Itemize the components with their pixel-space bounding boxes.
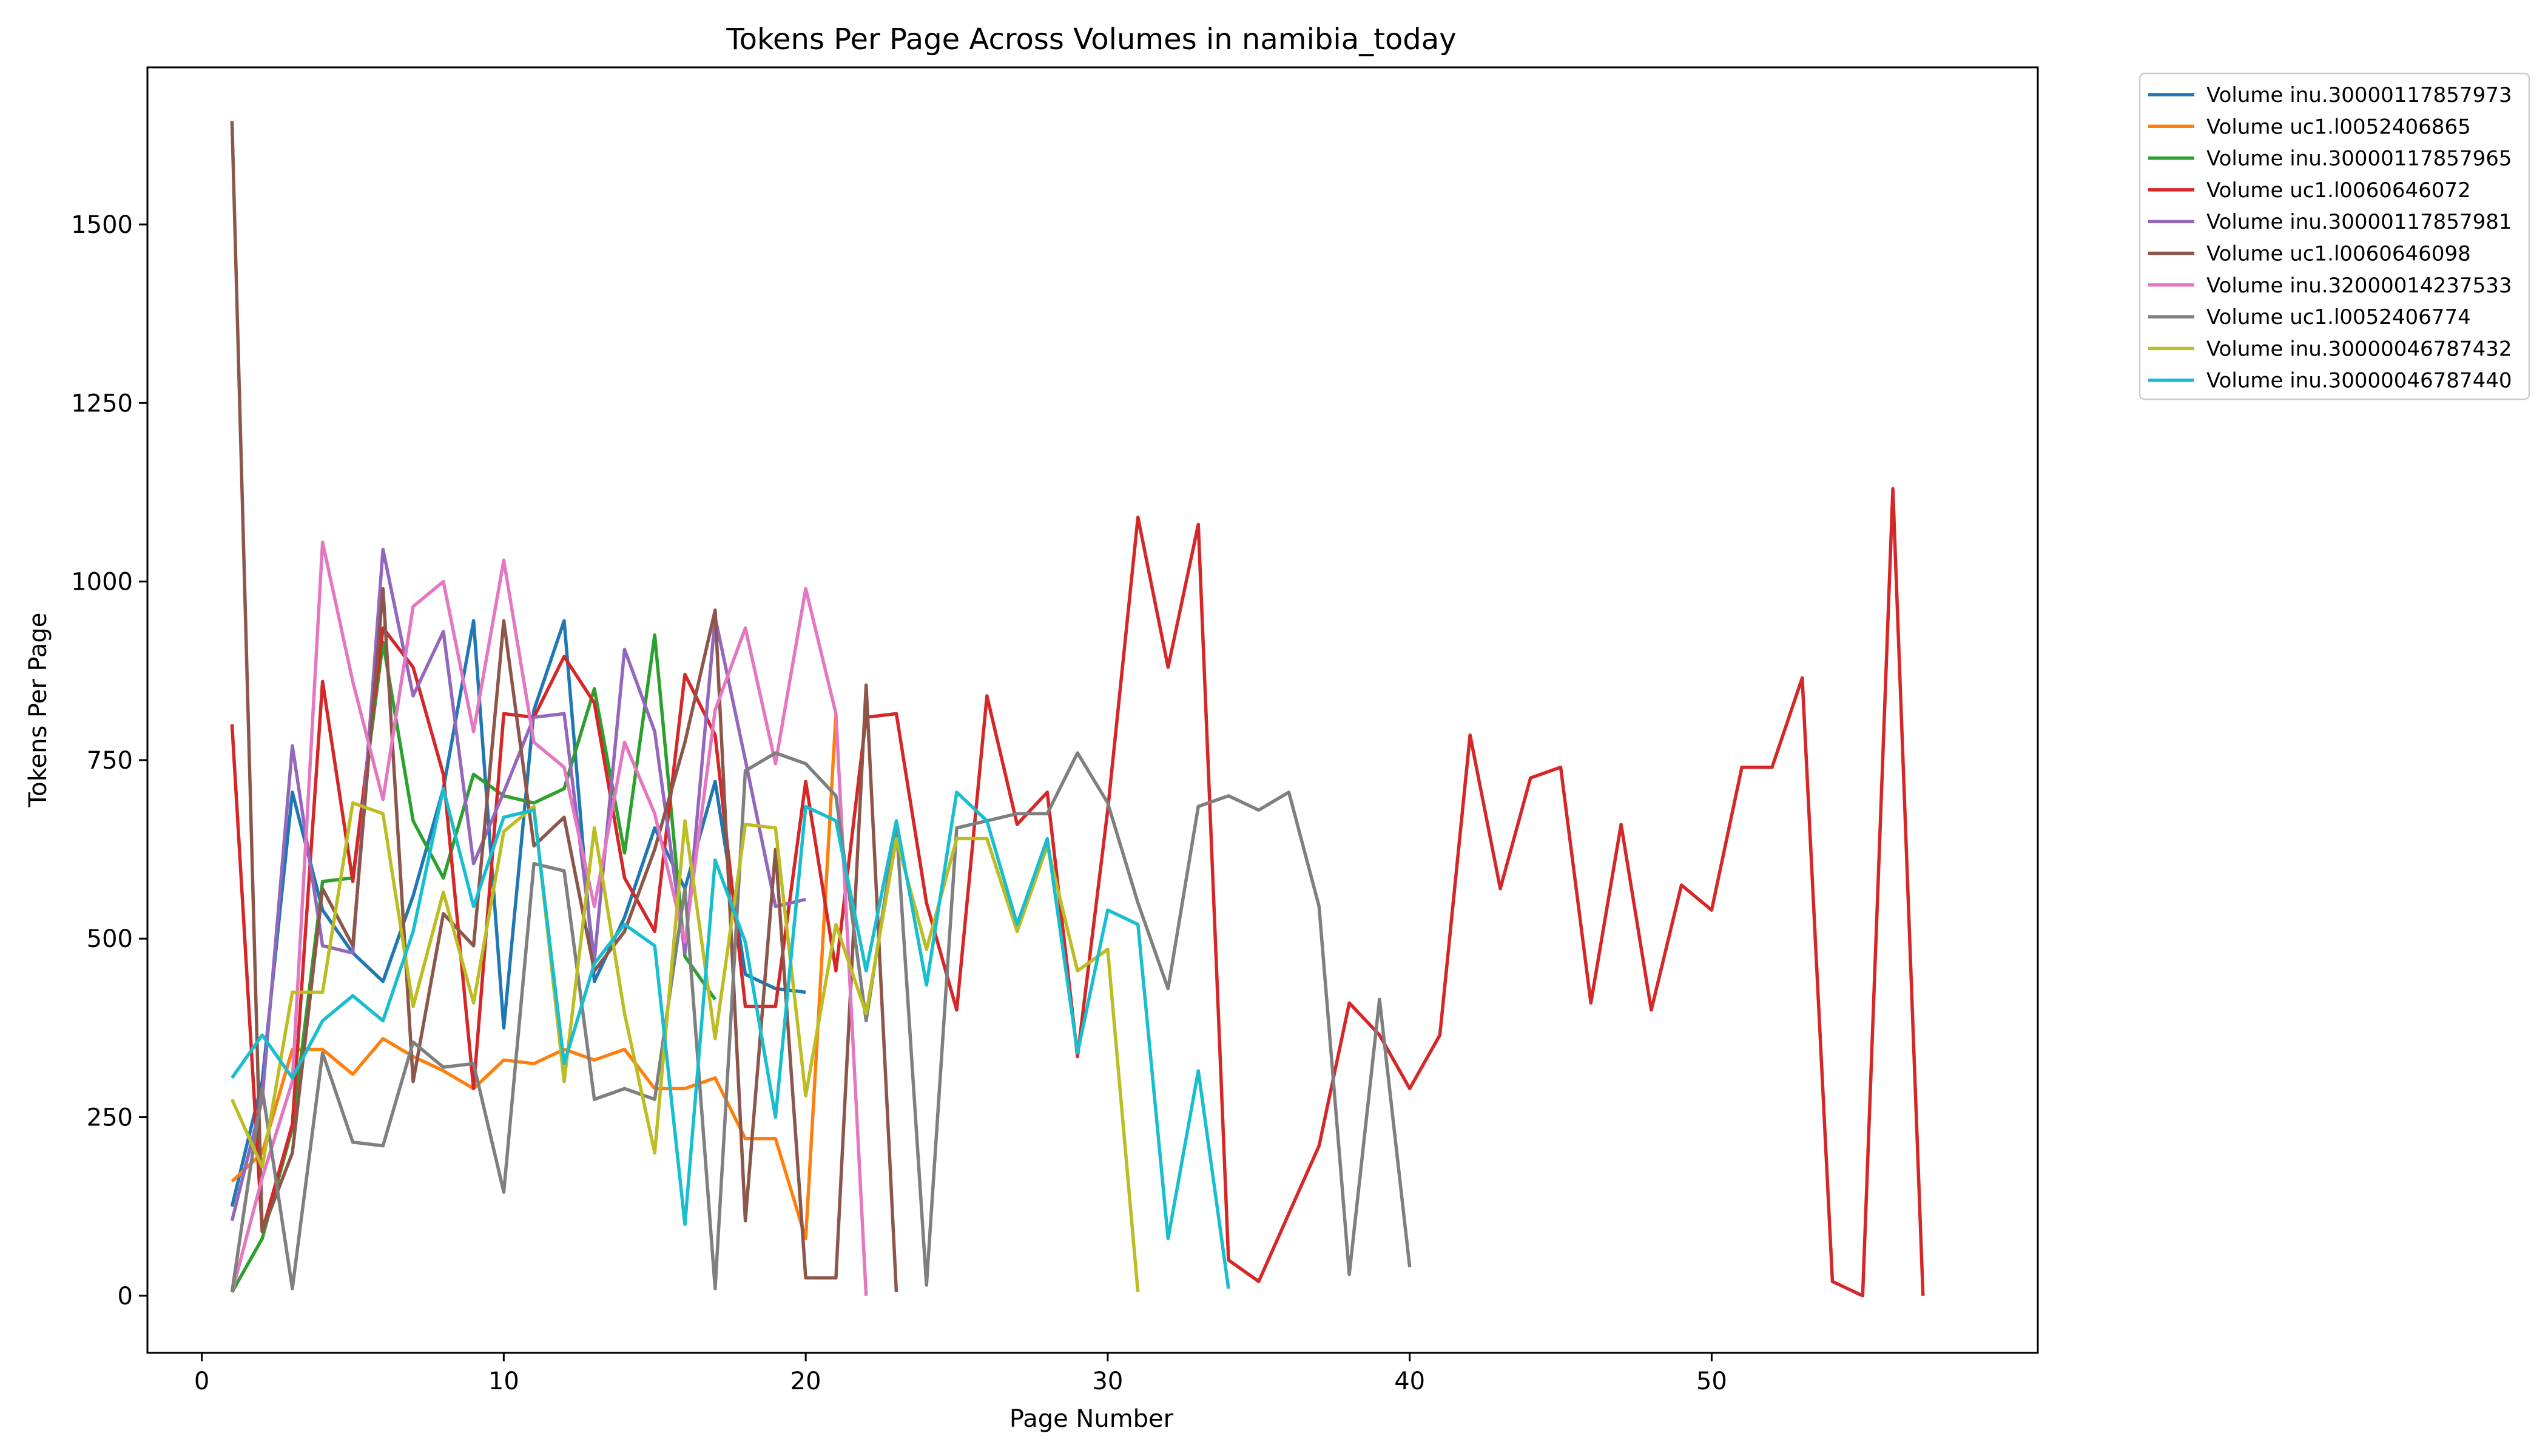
legend-entry-label: Volume uc1.l0060646072 [2206, 178, 2471, 203]
series-line-9 [230, 801, 1140, 1293]
series-line-1 [230, 619, 806, 1207]
y-tick-label: 500 [87, 925, 133, 953]
legend-entry-label: Volume inu.30000046787440 [2206, 369, 2512, 393]
series-line-2 [231, 713, 838, 1241]
series-line-10 [231, 787, 1230, 1289]
x-tick-label: 30 [1092, 1367, 1123, 1395]
y-axis-ticks: 0 250 500 750 1000 1250 1500 [71, 211, 147, 1310]
legend-frame [2138, 72, 2530, 400]
y-axis-label: Tokens Per Page [24, 613, 52, 808]
series-line-5 [230, 547, 806, 1221]
x-tick-label: 10 [488, 1367, 519, 1395]
legend-entry-label: Volume inu.32000014237533 [2206, 274, 2512, 298]
y-tick-label: 1500 [71, 211, 133, 239]
y-tick-label: 750 [87, 747, 133, 775]
series-line-8 [230, 751, 1412, 1293]
legend-entry-label: Volume inu.30000117857965 [2206, 147, 2512, 171]
legend-entry-label: Volume inu.30000117857973 [2206, 83, 2512, 107]
y-tick-label: 250 [87, 1104, 133, 1132]
x-tick-label: 50 [1696, 1367, 1727, 1395]
series-line-7 [230, 541, 868, 1296]
x-tick-label: 40 [1394, 1367, 1425, 1395]
x-tick-label: 0 [194, 1367, 209, 1395]
y-tick-label: 0 [118, 1282, 133, 1310]
y-tick-label: 1000 [71, 568, 133, 596]
x-axis-label: Page Number [1009, 1405, 1174, 1433]
legend-entry-label: Volume uc1.l0060646098 [2206, 242, 2471, 266]
legend-entry-label: Volume uc1.l0052406774 [2206, 305, 2471, 329]
x-axis-ticks: 0 10 20 30 40 50 [194, 1353, 1727, 1395]
legend-entry-label: Volume inu.30000117857981 [2206, 210, 2512, 234]
legend-entry-label: Volume inu.30000046787432 [2206, 337, 2512, 361]
series-line-6 [230, 121, 898, 1293]
legend-entry-label: Volume uc1.l0052406865 [2206, 115, 2471, 139]
x-tick-label: 20 [790, 1367, 821, 1395]
plot-frame [146, 66, 2039, 1354]
series-line-4 [230, 487, 1925, 1298]
legend: Volume inu.30000117857973 Volume uc1.l005… [2138, 72, 2530, 400]
chart-title: Tokens Per Page Across Volumes in namibi… [726, 22, 1456, 56]
series-lines [230, 121, 1925, 1298]
y-tick-label: 1250 [71, 389, 133, 417]
